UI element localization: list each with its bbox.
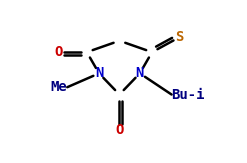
Text: O: O (115, 123, 124, 137)
Text: N: N (136, 66, 144, 80)
Text: N: N (95, 66, 103, 80)
Text: Bu-i: Bu-i (172, 88, 205, 102)
Text: O: O (54, 45, 62, 59)
Text: S: S (175, 30, 183, 44)
Text: Me: Me (51, 80, 67, 94)
